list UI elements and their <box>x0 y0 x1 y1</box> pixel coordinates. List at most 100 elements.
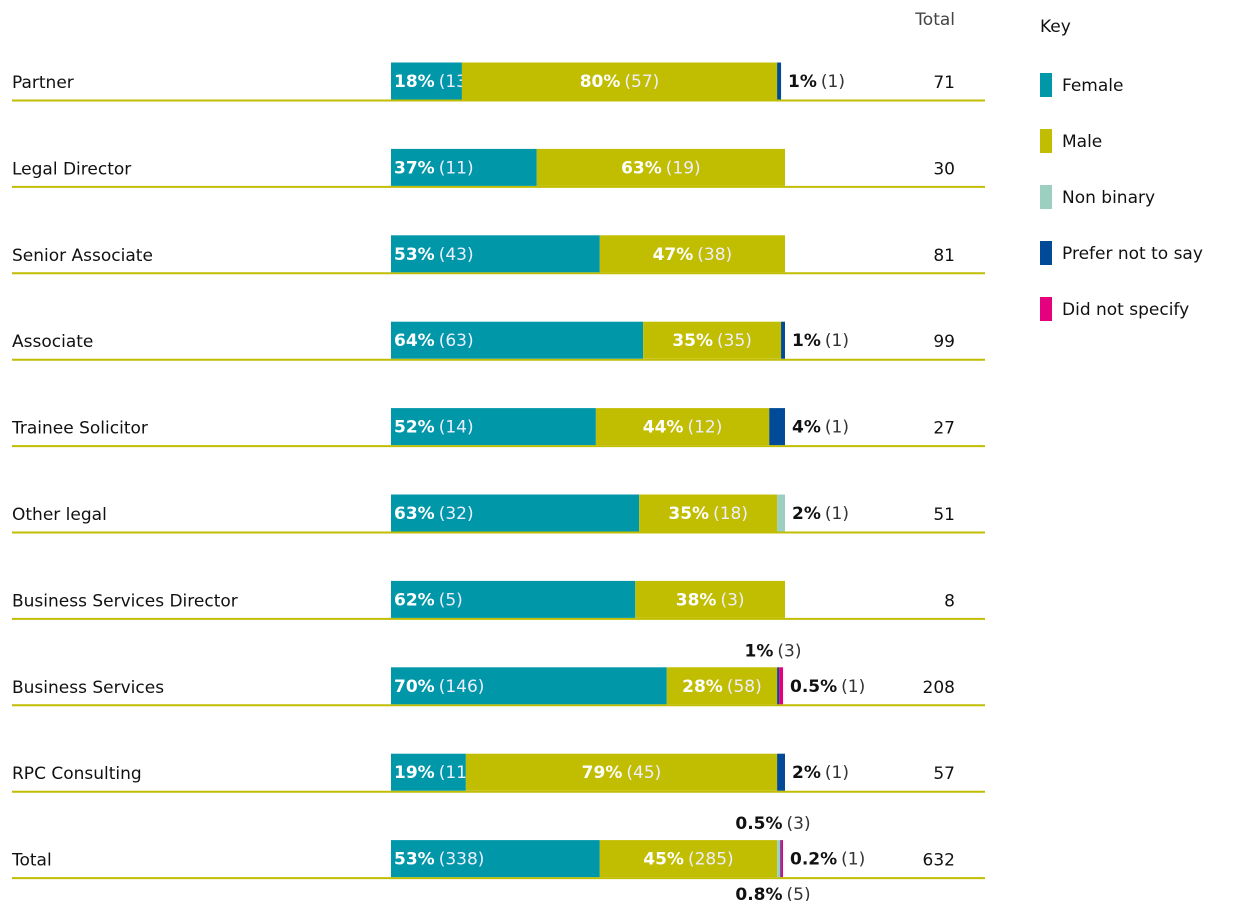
segment-label: 37% (11) <box>394 158 474 178</box>
percent-label: 0.2% <box>790 850 837 870</box>
percent-label: 63% <box>621 158 662 178</box>
total-value: 57 <box>933 764 955 784</box>
segment-label: 19% (11) <box>394 763 474 783</box>
count-label: (19) <box>666 158 701 178</box>
category-label: Associate <box>12 332 93 352</box>
category-label: Senior Associate <box>12 246 153 266</box>
bar-segment <box>666 667 778 705</box>
bar-segment <box>769 408 785 446</box>
count-label: (5) <box>439 590 463 610</box>
count-label: (5) <box>787 885 811 901</box>
count-label: (38) <box>697 245 732 265</box>
total-value: 71 <box>933 73 955 93</box>
percent-label: 44% <box>643 418 684 438</box>
segment-label: 0.5% (1) <box>790 677 865 697</box>
count-label: (1) <box>825 504 849 524</box>
segment-label: 2% (1) <box>792 763 849 783</box>
segment-label: 53% (43) <box>394 245 474 265</box>
total-value: 81 <box>933 246 955 266</box>
category-label: Business Services <box>12 678 164 698</box>
percent-label: 0.5% <box>735 814 782 834</box>
total-value: 30 <box>933 159 955 179</box>
bar-segment <box>779 667 784 705</box>
count-label: (12) <box>687 418 722 438</box>
bar-segment <box>391 62 462 100</box>
count-label: (285) <box>688 850 734 870</box>
legend-title: Key <box>1040 17 1071 37</box>
percent-label: 0.5% <box>790 677 837 697</box>
segment-label: 52% (14) <box>394 418 474 438</box>
total-value: 632 <box>923 851 955 871</box>
segment-label: 35% (35) <box>672 331 752 351</box>
percent-label: 45% <box>643 850 684 870</box>
category-label: Partner <box>12 73 74 93</box>
percent-label: 28% <box>682 677 723 697</box>
percent-label: 4% <box>792 418 821 438</box>
segment-label: 44% (12) <box>643 418 723 438</box>
count-label: (45) <box>626 763 661 783</box>
bar-segment <box>599 840 778 878</box>
percent-label: 0.8% <box>735 885 782 901</box>
category-label: Trainee Solicitor <box>11 419 148 439</box>
bar-segment <box>777 840 781 878</box>
segment-label: 79% (45) <box>582 763 662 783</box>
segment-label: 45% (285) <box>643 850 733 870</box>
segment-label: 38% (3) <box>676 590 745 610</box>
legend-label: Did not specify <box>1062 300 1189 320</box>
bar-segment <box>777 667 780 705</box>
bar-segment <box>391 235 600 273</box>
percent-label: 1% <box>788 72 817 92</box>
percent-label: 2% <box>792 763 821 783</box>
legend-swatch <box>1040 241 1052 265</box>
percent-label: 79% <box>582 763 623 783</box>
bar-segment <box>391 408 596 446</box>
bar-segment <box>780 840 782 878</box>
percent-label: 1% <box>792 331 821 351</box>
percent-label: 62% <box>394 590 435 610</box>
segment-label: 0.8% (5) <box>735 885 810 901</box>
segment-label: 62% (5) <box>394 590 463 610</box>
count-label: (11) <box>439 763 474 783</box>
count-label: (1) <box>821 72 845 92</box>
count-label: (1) <box>825 331 849 351</box>
percent-label: 52% <box>394 418 435 438</box>
segment-label: 80% (57) <box>580 72 660 92</box>
percent-label: 63% <box>394 504 435 524</box>
segment-label: 0.5% (3) <box>735 814 810 834</box>
bar-segment <box>635 580 785 618</box>
percent-label: 53% <box>394 245 435 265</box>
total-header: Total <box>914 10 955 30</box>
bar-segment <box>781 840 784 878</box>
bar-segment <box>465 753 778 791</box>
segment-label: 1% (3) <box>745 641 802 661</box>
count-label: (14) <box>439 418 474 438</box>
count-label: (146) <box>439 677 485 697</box>
bar-segment <box>391 494 640 532</box>
bar-segment <box>391 753 466 791</box>
total-value: 27 <box>933 419 955 439</box>
count-label: (18) <box>713 504 748 524</box>
bar-segment <box>391 321 644 359</box>
legend-swatch <box>1040 73 1052 97</box>
total-value: 208 <box>923 678 955 698</box>
category-label: RPC Consulting <box>12 764 142 784</box>
bar-segment <box>391 148 537 186</box>
category-label: Other legal <box>12 505 107 525</box>
count-label: (11) <box>439 158 474 178</box>
category-label: Legal Director <box>12 159 131 179</box>
count-label: (57) <box>624 72 659 92</box>
percent-label: 35% <box>672 331 713 351</box>
segment-label: 2% (1) <box>792 504 849 524</box>
category-label: Total <box>11 851 52 871</box>
percent-label: 2% <box>792 504 821 524</box>
count-label: (3) <box>787 814 811 834</box>
percent-label: 38% <box>676 590 717 610</box>
count-label: (63) <box>439 331 474 351</box>
segment-label: 64% (63) <box>394 331 474 351</box>
count-label: (1) <box>825 763 849 783</box>
segment-label: 4% (1) <box>792 418 849 438</box>
bar-segment <box>777 753 785 791</box>
percent-label: 53% <box>394 850 435 870</box>
legend-swatch <box>1040 129 1052 153</box>
